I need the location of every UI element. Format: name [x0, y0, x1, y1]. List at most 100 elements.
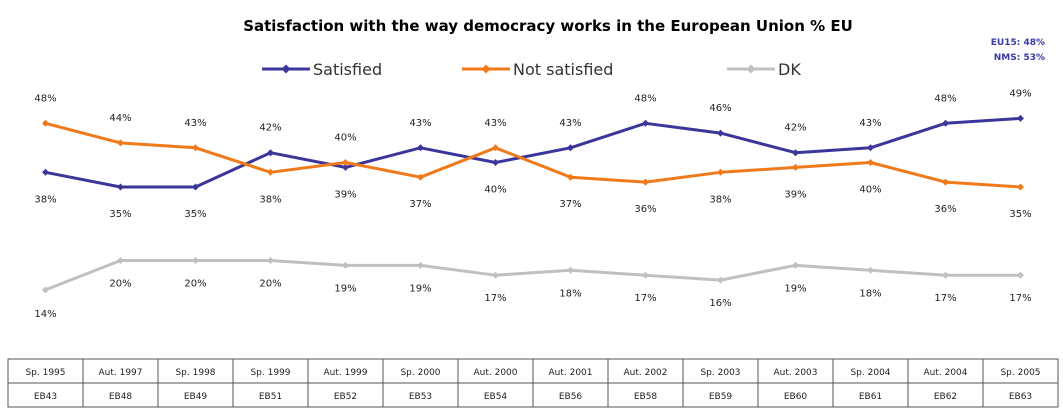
data-point-not-satisfied	[642, 178, 649, 186]
data-label-dk: 19%	[409, 283, 431, 294]
data-label-dk: 18%	[559, 288, 581, 299]
chart-note: EU15: 48%	[991, 38, 1045, 48]
data-label-satisfied: 40%	[484, 185, 506, 196]
data-label-dk: 19%	[784, 283, 806, 294]
data-point-not-satisfied	[42, 119, 49, 127]
data-point-dk	[567, 266, 574, 274]
legend-marker-satisfied	[281, 64, 291, 74]
data-point-dk	[867, 266, 874, 274]
category-survey: EB63	[1009, 392, 1032, 402]
category-date: Sp. 1999	[250, 368, 290, 378]
data-point-satisfied	[492, 159, 499, 166]
data-point-dk	[117, 257, 124, 264]
data-point-satisfied	[267, 149, 274, 157]
data-label-satisfied: 48%	[934, 93, 956, 104]
category-date: Aut. 1999	[323, 368, 367, 378]
data-point-satisfied	[717, 129, 724, 137]
data-point-not-satisfied	[567, 173, 574, 181]
data-label-dk: 17%	[934, 293, 956, 304]
data-point-not-satisfied	[867, 159, 874, 166]
series-line-dk	[44, 259, 1021, 292]
data-label-not-satisfied: 36%	[934, 204, 956, 215]
data-label-dk: 20%	[184, 279, 206, 290]
data-point-not-satisfied	[417, 173, 424, 181]
chart-series-lines	[44, 116, 1021, 292]
category-date: Aut. 2002	[623, 368, 667, 378]
chart-note: NMS: 53%	[994, 53, 1045, 63]
data-point-satisfied	[417, 144, 424, 152]
data-point-not-satisfied	[1017, 183, 1024, 191]
data-label-satisfied: 46%	[709, 103, 731, 114]
category-survey: EB60	[784, 392, 808, 402]
category-survey: EB51	[259, 392, 282, 402]
category-table: Sp. 1995 EB43 Aut. 1997 EB48 Sp. 1998 EB49 Sp.…	[7, 358, 1059, 408]
data-label-not-satisfied: 40%	[859, 185, 881, 196]
data-label-satisfied: 35%	[109, 209, 131, 220]
data-label-not-satisfied: 44%	[109, 113, 131, 124]
category-survey: EB62	[934, 392, 957, 402]
data-label-not-satisfied: 35%	[1009, 209, 1031, 220]
data-point-not-satisfied	[267, 168, 274, 176]
data-label-not-satisfied: 39%	[784, 189, 806, 200]
category-survey: EB54	[484, 392, 508, 402]
category-date: Aut. 1997	[98, 368, 142, 378]
category-survey: EB59	[709, 392, 733, 402]
data-label-satisfied: 39%	[334, 189, 356, 200]
data-label-dk: 20%	[109, 279, 131, 290]
legend-marker-dk	[746, 64, 756, 74]
data-label-not-satisfied: 37%	[409, 199, 431, 210]
category-date: Aut. 2003	[773, 368, 817, 378]
data-point-not-satisfied	[942, 178, 949, 186]
category-survey: EB53	[409, 392, 432, 402]
data-point-not-satisfied	[717, 168, 724, 176]
data-label-not-satisfied: 37%	[559, 199, 581, 210]
data-label-not-satisfied: 48%	[34, 93, 56, 104]
series-line-not-satisfied	[45, 121, 1021, 189]
category-survey: EB56	[559, 392, 583, 402]
data-label-satisfied: 42%	[784, 123, 806, 134]
data-point-dk	[792, 261, 799, 269]
category-date: Sp. 2000	[400, 368, 440, 378]
category-date: Sp. 1998	[175, 368, 215, 378]
data-label-satisfied: 43%	[409, 118, 431, 129]
category-date: Sp. 2004	[850, 368, 890, 378]
data-point-satisfied	[567, 144, 574, 152]
data-point-dk	[1017, 271, 1024, 279]
category-survey: EB48	[109, 392, 133, 402]
data-label-dk: 17%	[634, 293, 656, 304]
category-date: Aut. 2000	[473, 368, 517, 378]
data-label-dk: 19%	[334, 283, 356, 294]
category-survey: EB49	[184, 392, 208, 402]
data-label-dk: 17%	[484, 293, 506, 304]
chart-series-markers	[42, 114, 1024, 294]
data-label-dk: 17%	[1009, 293, 1031, 304]
data-label-dk: 16%	[709, 298, 731, 309]
category-date: Sp. 2005	[1000, 368, 1040, 378]
legend-label-dk: DK	[778, 60, 801, 79]
data-point-dk	[342, 261, 349, 269]
legend-label-satisfied: Satisfied	[313, 60, 382, 79]
data-label-not-satisfied: 36%	[634, 204, 656, 215]
category-survey: EB43	[34, 392, 57, 402]
data-point-satisfied	[117, 183, 124, 191]
data-point-dk	[192, 257, 199, 264]
data-label-not-satisfied: 40%	[334, 133, 356, 144]
category-survey: EB52	[334, 392, 357, 402]
data-point-not-satisfied	[492, 144, 499, 152]
data-point-satisfied	[1017, 114, 1024, 122]
data-point-satisfied	[942, 119, 949, 127]
data-point-satisfied	[342, 163, 349, 171]
data-point-satisfied	[792, 149, 799, 157]
data-label-dk: 14%	[34, 309, 56, 320]
data-point-dk	[717, 276, 724, 284]
data-label-satisfied: 38%	[34, 194, 56, 205]
data-point-dk	[267, 257, 274, 264]
data-point-dk	[42, 286, 49, 294]
data-label-satisfied: 49%	[1009, 88, 1031, 99]
data-label-satisfied: 35%	[184, 209, 206, 220]
data-point-not-satisfied	[192, 144, 199, 152]
data-label-not-satisfied: 38%	[259, 194, 281, 205]
category-survey: EB61	[859, 392, 882, 402]
chart-data-labels: 38% 35% 35% 42% 39% 43% 40% 43% 48% 46% 42% 43% 48% 4…	[34, 88, 1031, 320]
